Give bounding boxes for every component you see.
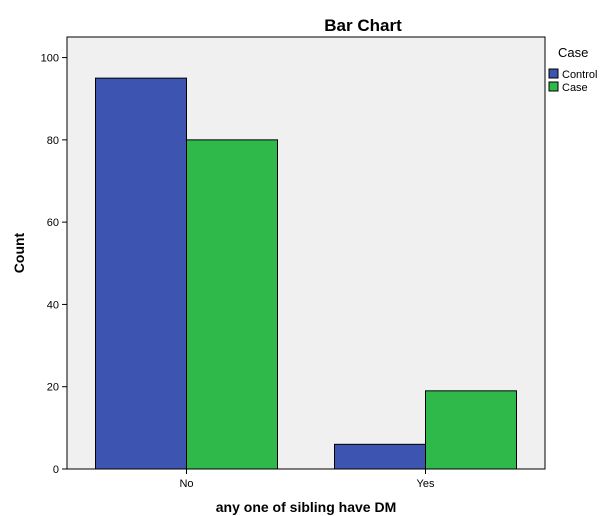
x-tick-label: Yes bbox=[417, 478, 435, 490]
legend-swatch bbox=[548, 81, 559, 92]
y-tick-label: 100 bbox=[41, 53, 59, 65]
y-tick-label: 80 bbox=[47, 135, 59, 147]
x-axis-label: any one of sibling have DM bbox=[216, 499, 396, 515]
y-axis-label: Count bbox=[11, 232, 27, 273]
x-axis: No Yes bbox=[179, 469, 435, 490]
bar-case-yes bbox=[425, 390, 517, 470]
y-tick-label: 20 bbox=[47, 382, 59, 394]
bars bbox=[95, 77, 517, 470]
bar-control-no bbox=[95, 77, 187, 470]
legend-entry: Case bbox=[562, 82, 588, 94]
y-axis: 0 20 40 60 80 100 bbox=[41, 53, 67, 476]
legend-swatch bbox=[548, 68, 559, 79]
bar-control-yes bbox=[334, 443, 426, 470]
x-tick-label: No bbox=[179, 478, 193, 490]
y-tick-label: 0 bbox=[53, 464, 59, 476]
y-tick-label: 60 bbox=[47, 217, 59, 229]
chart-title: Bar Chart bbox=[324, 16, 402, 35]
y-tick-label: 40 bbox=[47, 299, 59, 311]
legend-entry: Control bbox=[562, 69, 597, 81]
legend-title: Case bbox=[558, 45, 588, 60]
bar-case-no bbox=[186, 139, 278, 470]
